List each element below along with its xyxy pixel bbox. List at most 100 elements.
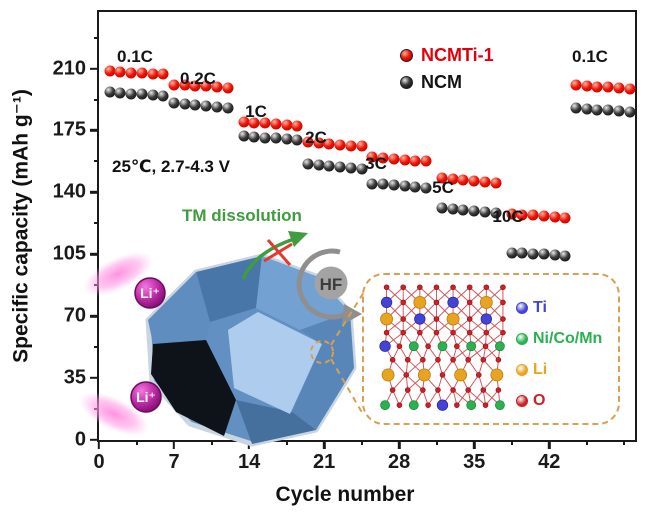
lattice-bond — [392, 359, 407, 376]
ncm-series-marker-icon — [400, 76, 413, 89]
lattice-atom-o — [403, 372, 410, 378]
data-point-ncmti — [168, 79, 180, 90]
atom-legend-label: O — [533, 391, 546, 409]
data-point-ncmti — [527, 209, 539, 221]
data-point-ncmti — [409, 155, 421, 167]
data-point-ncmti — [157, 68, 169, 80]
lattice-bond — [485, 345, 499, 361]
x-axis-major-tick — [322, 440, 326, 449]
data-point-ncmti — [136, 67, 148, 79]
x-axis-major-tick — [247, 440, 251, 449]
atom-legend-entry: O — [516, 385, 602, 416]
lattice-atom-o — [383, 329, 390, 336]
data-point-ncm — [613, 105, 625, 117]
lattice-atom-o — [383, 284, 390, 291]
data-point-ncm — [377, 178, 389, 190]
test-condition-label: 25℃, 2.7-4.3 V — [112, 157, 230, 176]
y-axis-major-tick — [90, 314, 99, 318]
lattice-atom-o — [495, 387, 502, 393]
lattice-atom-o — [500, 329, 506, 336]
data-point-ncm — [457, 204, 469, 216]
data-point-ncmti — [516, 209, 528, 220]
data-point-ncmti — [479, 176, 491, 188]
y-axis-minor-tick — [94, 346, 99, 349]
lattice-atom-o — [400, 284, 406, 291]
data-point-ncmti — [420, 155, 432, 167]
data-point-ncm — [291, 134, 303, 146]
atom-legend-marker-icon — [516, 394, 528, 407]
data-point-ncm — [211, 101, 223, 113]
data-point-ncm — [436, 202, 448, 214]
data-point-ncm — [238, 130, 250, 142]
data-point-ncmti — [538, 210, 550, 222]
y-axis-major-tick — [90, 191, 99, 194]
data-point-ncmti — [189, 80, 201, 92]
data-point-ncmti — [366, 151, 378, 163]
lattice-atom-o — [450, 284, 456, 291]
data-point-ncm — [624, 106, 636, 118]
data-point-ncm — [356, 163, 368, 175]
data-point-ncmti — [570, 79, 582, 91]
lattice-bond — [442, 374, 454, 391]
data-point-ncm — [222, 102, 234, 113]
lattice-bond — [427, 345, 439, 361]
lattice-atom-li — [413, 295, 427, 309]
y-axis-major-tick — [90, 253, 99, 256]
data-point-ncm — [602, 104, 614, 116]
lattice-atom-g — [466, 400, 477, 411]
atom-legend-marker-icon — [516, 301, 528, 314]
data-point-ncmti — [281, 119, 293, 131]
atom-legend-entry: Li — [516, 354, 602, 385]
atom-legend-entry: Ni/Co/Mn — [516, 323, 602, 354]
lattice-atom-o — [425, 343, 431, 350]
lattice-atom-o — [389, 387, 396, 393]
data-point-ncm — [136, 88, 148, 100]
data-point-ncmti — [238, 116, 250, 128]
data-point-ncmti — [457, 174, 469, 186]
data-point-ncmti — [436, 172, 448, 184]
y-axis-minor-tick — [94, 222, 99, 225]
y-axis-tick-label: 175 — [52, 118, 86, 141]
x-axis-minor-tick — [135, 440, 138, 445]
x-axis-tick-label: 7 — [168, 451, 180, 473]
data-point-ncmti — [270, 118, 282, 130]
x-axis-tick-label: 35 — [463, 451, 486, 473]
legend-entry-ncmti: NCMTi-1 — [400, 42, 494, 69]
lattice-bond — [386, 332, 400, 347]
lattice-atom-li — [490, 368, 504, 382]
lattice-atom-li — [446, 312, 460, 326]
atomic-structure-inset — [362, 273, 620, 425]
x-axis-minor-tick — [210, 440, 213, 445]
lattice-atom-o — [500, 299, 506, 306]
lattice-atom-g — [380, 400, 390, 411]
data-point-ncm — [527, 248, 539, 260]
lattice-bond — [442, 359, 454, 376]
atom-legend-label: Li — [533, 360, 548, 378]
data-point-ncmti — [291, 120, 303, 132]
lattice-atom-ti — [414, 313, 426, 325]
data-point-ncmti — [506, 208, 518, 220]
lattice-atom-li — [381, 368, 395, 382]
data-point-ncm — [366, 178, 378, 190]
x-axis-tick-label: 42 — [538, 451, 561, 473]
data-point-ncm — [270, 132, 282, 144]
x-axis-minor-tick — [285, 440, 288, 445]
atom-legend-entry: Ti — [516, 292, 602, 323]
lattice-atom-o — [450, 357, 456, 363]
data-point-ncm — [345, 162, 357, 174]
rate-label: 10C — [492, 207, 524, 226]
y-axis-tick-label: 105 — [52, 242, 86, 265]
data-point-ncmti — [345, 140, 357, 152]
lattice-atom-ti — [480, 313, 492, 325]
lattice-atom-li — [454, 368, 468, 382]
lattice-atom-o — [482, 343, 489, 350]
atom-legend-label: Ti — [533, 298, 547, 316]
lattice-atom-o — [433, 299, 440, 306]
y-axis-tick-label: 35 — [63, 366, 86, 389]
y-axis-minor-tick — [94, 408, 99, 411]
data-point-ncm — [581, 103, 593, 115]
data-point-ncm — [168, 97, 180, 109]
data-point-ncm — [468, 205, 480, 217]
lattice-bond — [392, 374, 407, 391]
